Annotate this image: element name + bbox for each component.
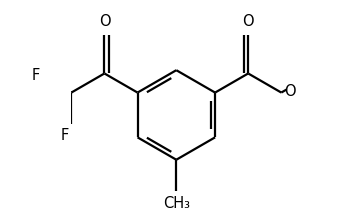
Text: F: F bbox=[32, 68, 40, 83]
Text: CH₃: CH₃ bbox=[163, 196, 190, 211]
Text: O: O bbox=[242, 14, 254, 29]
Text: O: O bbox=[99, 14, 110, 29]
Text: O: O bbox=[284, 84, 296, 99]
Text: F: F bbox=[61, 128, 69, 143]
